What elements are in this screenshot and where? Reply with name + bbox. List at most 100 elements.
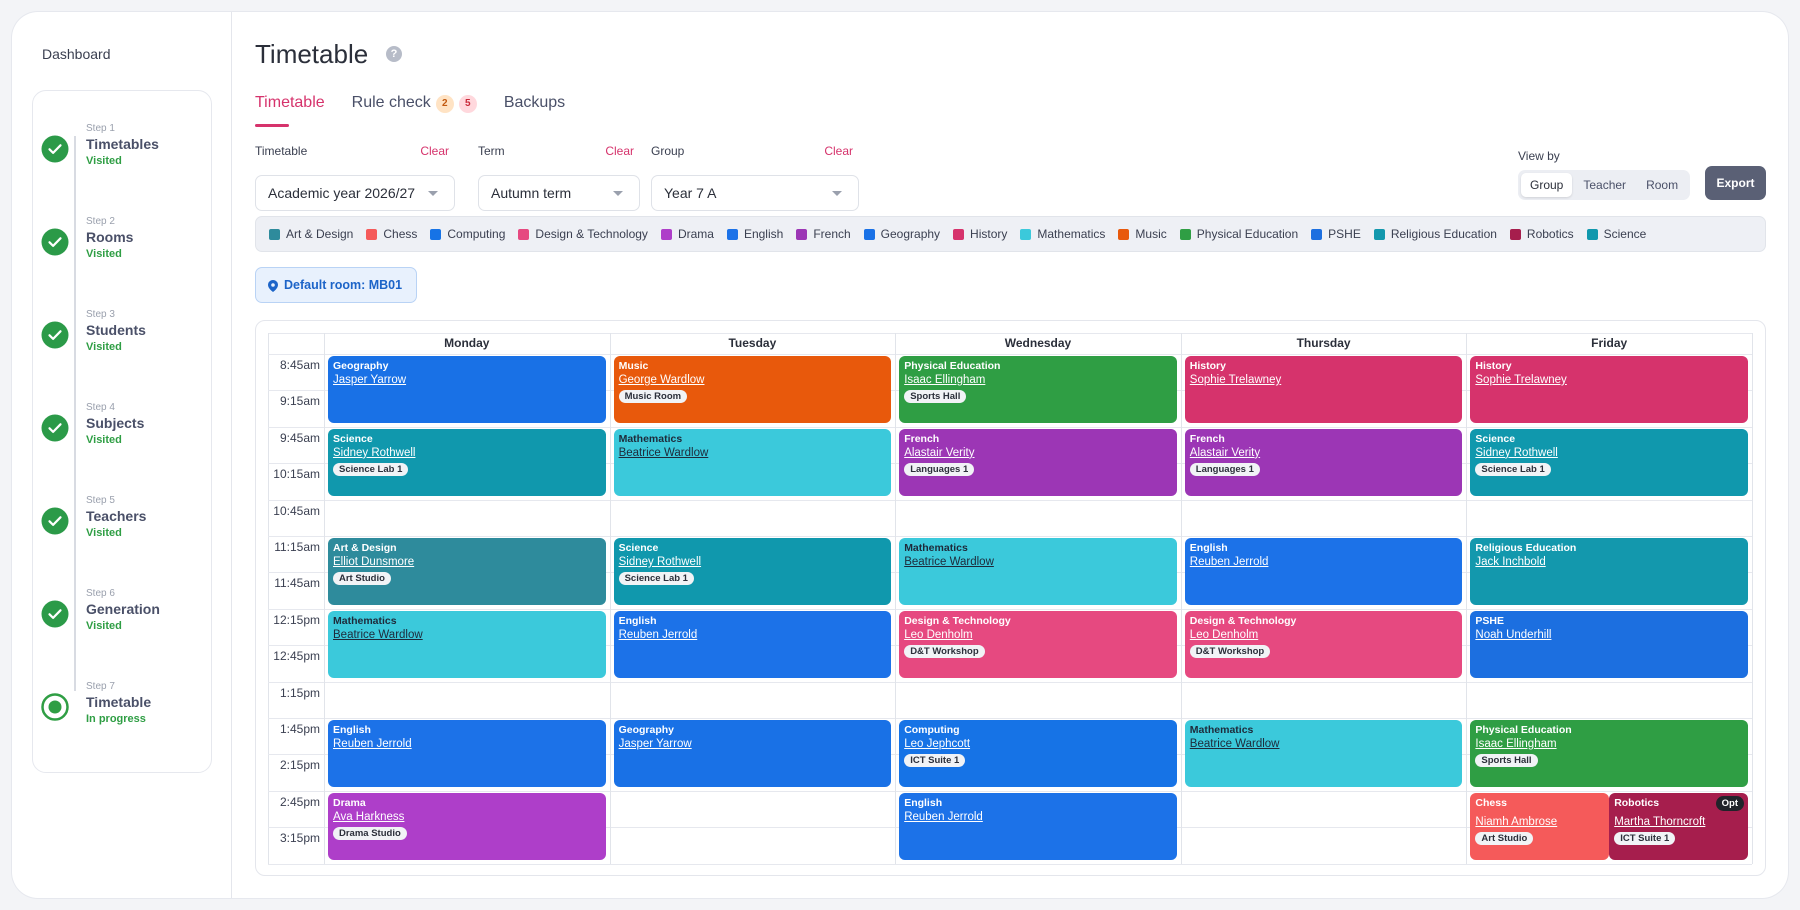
step[interactable]: Step 2 Rooms Visited	[33, 212, 211, 272]
lesson-card[interactable]: English Reuben Jerrold	[899, 792, 1177, 860]
lesson-teacher[interactable]: Martha Thorncroft	[1614, 815, 1706, 828]
lesson-teacher[interactable]: Elliot Dunsmore	[333, 556, 415, 568]
step[interactable]: Step 3 Students Visited	[33, 305, 211, 365]
lesson-teacher[interactable]: Reuben Jerrold	[1189, 556, 1269, 568]
legend-item: Chess	[366, 227, 417, 241]
lesson-teacher[interactable]: Sidney Rothwell	[1475, 446, 1558, 459]
grid-border	[268, 333, 269, 864]
lesson-teacher[interactable]: Jasper Yarrow	[618, 738, 692, 750]
lesson-card[interactable]: Physical Education Isaac Ellingham Sports …	[899, 356, 1177, 423]
lesson-card[interactable]: French Alastair Verity Languages 1	[1184, 428, 1463, 496]
lesson-teacher[interactable]: Beatrice Wardlow	[1189, 738, 1280, 750]
lesson-teacher[interactable]: Sophie Trelawney	[1475, 374, 1567, 386]
legend-swatch	[1118, 228, 1130, 240]
time-label: 3:15pm	[279, 831, 320, 846]
lesson-teacher[interactable]: Leo Denholm	[904, 628, 973, 641]
lesson-room: Science Lab 1	[1475, 462, 1551, 476]
filter-select[interactable]: Year 7 A	[651, 175, 859, 211]
view-option[interactable]: Teacher	[1583, 178, 1627, 192]
step[interactable]: Step 1 Timetables Visited	[33, 119, 211, 179]
lesson-card[interactable]: PSHE Noah Underhill	[1470, 610, 1748, 678]
lesson-teacher[interactable]: Ava Harkness	[333, 810, 405, 823]
lesson-teacher[interactable]: Sophie Trelawney	[1189, 374, 1282, 386]
step-title: Timetables	[86, 136, 159, 152]
lesson-room: Science Lab 1	[333, 462, 409, 476]
lesson-teacher[interactable]: Isaac Ellingham	[1475, 738, 1557, 750]
lesson-teacher[interactable]: Leo Denholm	[1189, 628, 1259, 641]
lesson-card[interactable]: Geography Jasper Yarrow	[328, 356, 606, 423]
lesson-teacher[interactable]: George Wardlow	[618, 374, 705, 386]
tab[interactable]: Backups	[504, 94, 565, 130]
lesson-card[interactable]: French Alastair Verity Languages 1	[899, 428, 1177, 496]
lesson-teacher[interactable]: Niamh Ambrose	[1475, 815, 1558, 828]
step[interactable]: Step 7 Timetable In progress	[33, 677, 211, 737]
lesson-card[interactable]: Science Sidney Rothwell Science Lab 1	[613, 538, 892, 605]
lesson-teacher[interactable]: Jasper Yarrow	[333, 374, 407, 386]
view-option[interactable]: Room	[1646, 178, 1679, 192]
lesson-card[interactable]: History Sophie Trelawney	[1470, 356, 1748, 423]
lesson-teacher[interactable]: Beatrice Wardlow	[333, 628, 423, 641]
lesson-card[interactable]: Computing Leo Jephcott ICT Suite 1	[899, 720, 1177, 787]
lesson-teacher[interactable]: Alastair Verity	[904, 446, 975, 459]
step-status: Visited	[86, 341, 122, 353]
lesson-card[interactable]: Music George Wardlow Music Room	[613, 356, 892, 423]
sidebar: Dashboard Step 1 Timetables Visited Step 2 R…	[12, 12, 232, 898]
lesson-room: Languages 1	[904, 462, 975, 476]
lesson-teacher[interactable]: Reuben Jerrold	[904, 810, 983, 823]
dashboard-link[interactable]: Dashboard	[42, 46, 111, 62]
lesson-teacher[interactable]: Reuben Jerrold	[333, 738, 412, 750]
lesson-card[interactable]: Design & Technology Leo Denholm D&T Worksh…	[899, 610, 1177, 678]
lesson-card[interactable]: Physical Education Isaac Ellingham Sports …	[1470, 720, 1748, 787]
lesson-card[interactable]: Mathematics Beatrice Wardlow	[613, 428, 892, 496]
lesson-card[interactable]: Science Sidney Rothwell Science Lab 1	[328, 428, 606, 496]
lesson-teacher[interactable]: Sidney Rothwell	[618, 556, 702, 568]
lesson-card[interactable]: Mathematics Beatrice Wardlow	[1184, 720, 1463, 787]
lesson-teacher[interactable]: Leo Jephcott	[904, 738, 971, 750]
time-label: 1:15pm	[279, 685, 320, 700]
lesson-teacher[interactable]: Beatrice Wardlow	[904, 556, 994, 568]
default-room[interactable]: Default room: MB01	[255, 267, 418, 303]
lesson-teacher[interactable]: Alastair Verity	[1189, 446, 1261, 459]
filter-select[interactable]: Autumn term	[478, 175, 640, 211]
filter-clear[interactable]: Clear	[420, 144, 449, 158]
lesson-teacher[interactable]: Isaac Ellingham	[904, 374, 986, 386]
step[interactable]: Step 5 Teachers Visited	[33, 491, 211, 551]
lesson-card[interactable]: Design & Technology Leo Denholm D&T Worksh…	[1184, 610, 1463, 678]
tab[interactable]: Rule check 2 5	[352, 94, 477, 130]
filter-select[interactable]: Academic year 2026/27	[255, 175, 455, 211]
lesson-card[interactable]: Drama Ava Harkness Drama Studio	[328, 792, 606, 860]
lesson-card[interactable]: History Sophie Trelawney	[1184, 356, 1463, 423]
step-title: Generation	[86, 601, 160, 617]
filter-clear[interactable]: Clear	[605, 144, 634, 158]
lesson-card[interactable]: Art & Design Elliot Dunsmore Art Studio	[328, 538, 606, 605]
lesson-card[interactable]: Chess Niamh Ambrose Art Studio	[1470, 792, 1610, 860]
lesson-card[interactable]: Mathematics Beatrice Wardlow	[328, 610, 606, 678]
lesson-card[interactable]: English Reuben Jerrold	[613, 610, 892, 678]
lesson-teacher[interactable]: Jack Inchbold	[1475, 556, 1546, 568]
step[interactable]: Step 4 Subjects Visited	[33, 398, 211, 458]
export-button[interactable]: Export	[1705, 166, 1766, 200]
lesson-teacher[interactable]: Noah Underhill	[1475, 628, 1552, 641]
help-icon[interactable]: ?	[386, 46, 402, 62]
lesson-card[interactable]: Science Sidney Rothwell Science Lab 1	[1470, 428, 1748, 496]
lesson-card[interactable]: English Reuben Jerrold	[1184, 538, 1463, 605]
legend-swatch	[863, 228, 875, 240]
step-number: Step 7	[86, 681, 115, 692]
tab[interactable]: Timetable	[255, 94, 325, 130]
lesson-teacher[interactable]: Beatrice Wardlow	[618, 446, 709, 459]
step[interactable]: Step 6 Generation Visited	[33, 584, 211, 644]
lesson-card[interactable]: Robotics Martha Thorncroft ICT Suite 1 Opt	[1609, 792, 1748, 860]
filter-clear[interactable]: Clear	[824, 144, 853, 158]
lesson-teacher[interactable]: Sidney Rothwell	[333, 446, 416, 459]
lesson-card[interactable]: English Reuben Jerrold	[328, 720, 606, 787]
lesson-card[interactable]: Geography Jasper Yarrow	[613, 720, 892, 787]
lesson-card[interactable]: Mathematics Beatrice Wardlow	[899, 538, 1177, 605]
view-option[interactable]: Group	[1521, 173, 1573, 197]
timetable-grid: 8:45am 9:15am 9:45am 10:15am 10:45am 11:15am 1…	[255, 320, 1766, 876]
step-connector	[74, 136, 76, 691]
lesson-subject: English	[904, 796, 943, 809]
lesson-card[interactable]: Religious Education Jack Inchbold	[1470, 538, 1748, 605]
lesson-room: Drama Studio	[333, 826, 407, 840]
lesson-teacher[interactable]: Reuben Jerrold	[618, 628, 698, 641]
grid-line	[268, 499, 1752, 501]
